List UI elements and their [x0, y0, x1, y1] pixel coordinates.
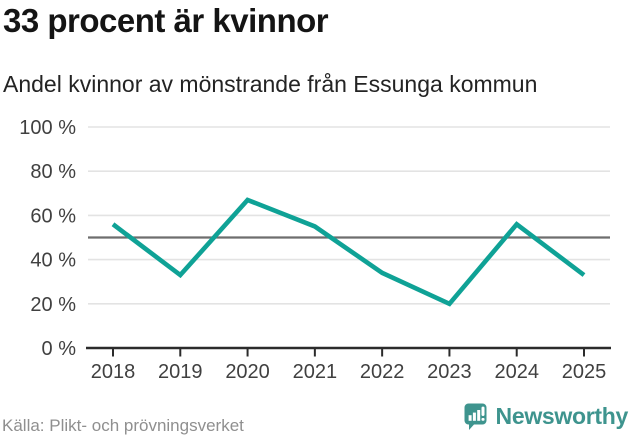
bar-2 [472, 412, 476, 421]
chart-subtitle: Andel kvinnor av mönstrande från Essunga… [3, 71, 538, 97]
newsworthy-badge-icon [464, 403, 487, 430]
x-tick-label: 2022 [360, 361, 405, 383]
y-tick-label: 80 % [30, 161, 76, 183]
x-tick-label: 2018 [91, 361, 136, 383]
brand-name: Newsworthy [495, 403, 629, 429]
x-tick-label: 2021 [293, 361, 338, 383]
data-line [111, 197, 586, 307]
bar-3 [476, 410, 480, 421]
x-tick-label: 2024 [494, 361, 539, 383]
y-tick-label: 0 % [42, 338, 77, 360]
y-tick-label: 100 % [19, 117, 76, 139]
exclamation-dot [481, 418, 485, 421]
x-tick-label: 2025 [562, 361, 607, 383]
x-tick-label: 2020 [225, 361, 270, 383]
exclamation-stem [481, 406, 485, 416]
bar-1 [468, 415, 472, 421]
x-tick-label: 2019 [158, 361, 203, 383]
page-title: 33 procent är kvinnor [3, 2, 329, 39]
source-caption: Källa: Plikt- och prövningsverket [2, 416, 244, 435]
y-tick-label: 40 % [30, 250, 76, 272]
newsworthy-logo: Newsworthy [463, 402, 628, 431]
x-tick-label: 2023 [427, 361, 472, 383]
y-tick-label: 20 % [30, 294, 76, 316]
y-tick-label: 60 % [30, 205, 76, 227]
